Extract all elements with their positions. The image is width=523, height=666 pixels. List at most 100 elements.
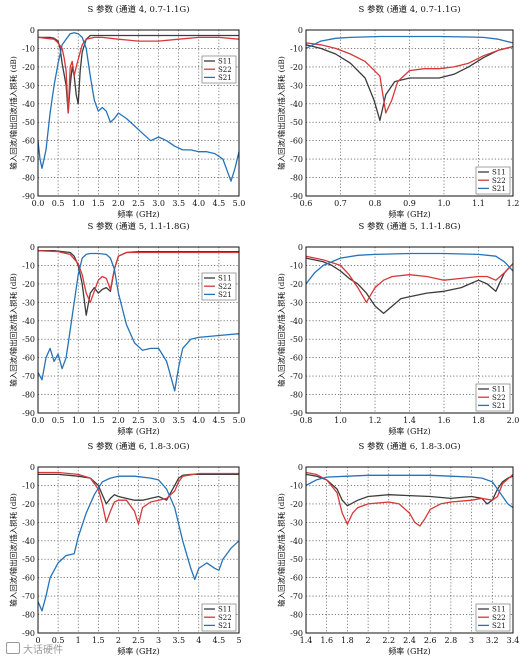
y-tick-label: -10 bbox=[22, 261, 35, 270]
y-tick-label: -30 bbox=[22, 298, 35, 307]
x-tick-label: 1.0 bbox=[72, 199, 85, 208]
plot-frame bbox=[305, 29, 514, 197]
y-tick-label: 0 bbox=[298, 26, 303, 35]
chart-panel-1: S 参数 (通道 4, 0.7-1.1G) 0.0 0.5 1.0 1.5 2.0 2.5 3… bbox=[8, 4, 245, 219]
x-axis-label: 频率 (GHz) bbox=[117, 646, 159, 656]
chart-title: S 参数 (通道 5, 1.1-1.8G) bbox=[358, 221, 460, 232]
chart-title: S 参数 (通道 5, 1.1-1.8G) bbox=[87, 221, 189, 232]
y-tick-label: -30 bbox=[22, 518, 35, 527]
y-tick-label: -20 bbox=[22, 280, 35, 289]
y-tick-label: -70 bbox=[22, 155, 35, 164]
plot-frame bbox=[37, 466, 240, 634]
series-line-s11 bbox=[306, 44, 513, 122]
x-tick-label: 3.0 bbox=[152, 199, 165, 208]
y-tick-label: -70 bbox=[290, 372, 303, 381]
y-tick-label: 0 bbox=[298, 243, 303, 252]
y-tick-label: -40 bbox=[290, 100, 303, 109]
y-tick-label: -70 bbox=[22, 372, 35, 381]
y-tick-label: -40 bbox=[290, 317, 303, 326]
series-line-s22 bbox=[306, 471, 513, 527]
y-axis-label: 输入回波/输出回波/插入损耗 (dB) bbox=[276, 493, 286, 607]
x-tick-label: 0 bbox=[35, 636, 40, 645]
x-tick-label: 0.5 bbox=[52, 199, 65, 208]
x-tick-label: 1.5 bbox=[92, 416, 105, 425]
x-tick-label: 2.5 bbox=[132, 199, 145, 208]
series-line-s22 bbox=[306, 42, 513, 114]
y-tick-label: -80 bbox=[290, 391, 303, 400]
y-tick-label: -80 bbox=[22, 611, 35, 620]
series-line-s21 bbox=[38, 475, 239, 612]
legend-label-s21: S21 bbox=[218, 622, 232, 630]
series-line-s21 bbox=[306, 474, 513, 509]
y-tick-label: -50 bbox=[22, 555, 35, 564]
x-tick-label: 2.6 bbox=[424, 636, 437, 645]
chart-panel-6: S 参数 (通道 6, 1.8-3.0G) 1.4 1.6 1.8 2 2.2 2.4 2.6… bbox=[276, 441, 519, 656]
plot-frame bbox=[37, 29, 240, 197]
watermark: 大话硬件 bbox=[6, 640, 76, 656]
series-line-s11 bbox=[306, 473, 513, 507]
x-tick-label: 0.6 bbox=[300, 199, 313, 208]
y-tick-label: -40 bbox=[290, 537, 303, 546]
chart-title: S 参数 (通道 6, 1.8-3.0G) bbox=[358, 441, 460, 452]
x-tick-label: 0.7 bbox=[334, 199, 347, 208]
y-tick-label: -60 bbox=[290, 137, 303, 146]
legend-label-s22: S22 bbox=[492, 394, 506, 402]
legend-label-s21: S21 bbox=[218, 291, 232, 299]
x-tick-label: 4.0 bbox=[192, 199, 205, 208]
legend-label-s22: S22 bbox=[492, 614, 506, 622]
y-axis-label: 输入回波/输出回波/插入损耗 (dB) bbox=[8, 56, 18, 170]
y-tick-label: -90 bbox=[22, 409, 35, 418]
y-tick-label: -50 bbox=[290, 555, 303, 564]
chart-panel-5: S 参数 (通道 6, 1.8-3.0G) 0 0.5 1 1.5 2 2.5 3 3.5 4 4.… bbox=[8, 441, 242, 656]
y-tick-label: -90 bbox=[22, 629, 35, 638]
x-tick-label: 2.0 bbox=[112, 416, 125, 425]
plot-frame bbox=[37, 246, 240, 414]
legend-label-s11: S11 bbox=[218, 58, 232, 66]
series-line-s22 bbox=[38, 471, 239, 525]
x-tick-label: 5.0 bbox=[233, 416, 246, 425]
y-tick-label: -30 bbox=[290, 81, 303, 90]
y-tick-label: -10 bbox=[290, 481, 303, 490]
y-axis-label: 输入回波/输出回波/插入损耗 (dB) bbox=[276, 56, 286, 170]
x-tick-label: 0.5 bbox=[52, 416, 65, 425]
y-axis-label: 输入回波/输出回波/插入损耗 (dB) bbox=[8, 493, 18, 607]
x-tick-label: 3.5 bbox=[172, 416, 185, 425]
legend-label-s21: S21 bbox=[218, 74, 232, 82]
x-tick-label: 1.4 bbox=[403, 416, 416, 425]
x-axis-label: 频率 (GHz) bbox=[117, 209, 159, 219]
x-tick-label: 4.5 bbox=[213, 636, 226, 645]
y-tick-label: -80 bbox=[22, 174, 35, 183]
y-tick-label: -80 bbox=[290, 174, 303, 183]
y-tick-label: -40 bbox=[22, 317, 35, 326]
watermark-logo-icon bbox=[6, 642, 20, 654]
y-tick-label: -60 bbox=[22, 137, 35, 146]
y-tick-label: -20 bbox=[290, 63, 303, 72]
x-tick-label: 1.1 bbox=[472, 199, 485, 208]
x-tick-label: 3.5 bbox=[172, 199, 185, 208]
x-tick-label: 1.0 bbox=[334, 416, 347, 425]
legend-label-s11: S11 bbox=[492, 169, 506, 177]
y-tick-label: -60 bbox=[290, 574, 303, 583]
legend-label-s21: S21 bbox=[492, 185, 506, 193]
chart-title: S 参数 (通道 6, 1.8-3.0G) bbox=[87, 441, 189, 452]
watermark-text: 大话硬件 bbox=[23, 644, 63, 656]
y-tick-label: -30 bbox=[290, 298, 303, 307]
x-tick-label: 4.0 bbox=[192, 416, 205, 425]
x-tick-label: 3.2 bbox=[486, 636, 499, 645]
x-tick-label: 3 bbox=[469, 636, 474, 645]
x-tick-label: 1.6 bbox=[320, 636, 333, 645]
y-tick-label: -50 bbox=[290, 118, 303, 127]
x-tick-label: 2.0 bbox=[507, 416, 520, 425]
x-tick-label: 4.5 bbox=[213, 199, 226, 208]
series-line-s22 bbox=[38, 250, 239, 303]
series-line-s21 bbox=[38, 252, 239, 392]
series-line-s11 bbox=[38, 473, 239, 505]
x-tick-label: 1.4 bbox=[300, 636, 313, 645]
y-tick-label: -50 bbox=[22, 335, 35, 344]
plot-frame bbox=[305, 466, 514, 634]
y-tick-label: -10 bbox=[290, 44, 303, 53]
x-tick-label: 4 bbox=[196, 636, 201, 645]
y-tick-label: 0 bbox=[298, 463, 303, 472]
